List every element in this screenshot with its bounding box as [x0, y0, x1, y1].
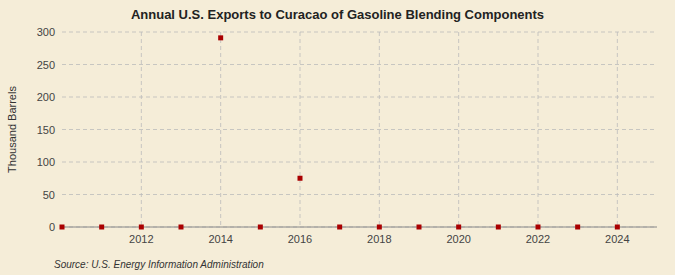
y-grid-line — [62, 97, 657, 98]
title: Annual U.S. Exports to Curacao of Gasoli… — [131, 7, 544, 22]
y-grid-line — [62, 227, 657, 228]
x-tick-label: 2020 — [446, 233, 470, 245]
y-tick-label: 100 — [37, 156, 55, 168]
point — [258, 225, 263, 230]
point — [99, 225, 104, 230]
y-tick-label: 150 — [37, 124, 55, 136]
x-tick-label: 2016 — [288, 233, 312, 245]
axes: 0 50 100 150 200 250 300 2012 2014 2016 2018 2020 20… — [37, 26, 657, 245]
x-tick-label: 2014 — [208, 233, 232, 245]
x-tick-label: 2024 — [605, 233, 629, 245]
x-tick-label: 2012 — [129, 233, 153, 245]
chart-container: Annual U.S. Exports to Curacao of Gasoli… — [0, 0, 675, 275]
y-grid-line — [62, 194, 657, 195]
x-grid-line — [538, 32, 539, 227]
point — [536, 225, 541, 230]
point — [298, 176, 303, 181]
point — [456, 225, 461, 230]
point — [337, 225, 342, 230]
point — [139, 225, 144, 230]
x-grid-line — [220, 32, 221, 227]
point — [179, 225, 184, 230]
x-grid-line — [458, 32, 459, 227]
x-axis-line — [62, 227, 657, 228]
chart-svg: Annual U.S. Exports to Curacao of Gasoli… — [0, 0, 675, 275]
x-grid-line — [141, 32, 142, 227]
y-tick-label: 50 — [43, 189, 55, 201]
y-grid-line — [62, 64, 657, 65]
x-grid-line — [617, 32, 618, 227]
point — [496, 225, 501, 230]
grid — [62, 32, 657, 227]
y-tick-label: 200 — [37, 91, 55, 103]
y-tick-label: 250 — [37, 59, 55, 71]
point — [218, 35, 223, 40]
point — [575, 225, 580, 230]
point — [615, 225, 620, 230]
point — [60, 225, 65, 230]
point — [377, 225, 382, 230]
x-grid-line — [300, 32, 301, 227]
points — [60, 35, 620, 229]
y-grid-line — [62, 32, 657, 33]
point — [417, 225, 422, 230]
source-note: Source: U.S. Energy Information Administ… — [54, 259, 264, 270]
y-grid-line — [62, 129, 657, 130]
x-tick-label: 2018 — [367, 233, 391, 245]
y-grid-line — [62, 162, 657, 163]
y-tick-label: 300 — [37, 26, 55, 38]
x-tick-label: 2022 — [526, 233, 550, 245]
y-axis-label: Thousand Barrels — [6, 86, 18, 173]
x-grid-line — [379, 32, 380, 227]
y-tick-label: 0 — [49, 221, 55, 233]
